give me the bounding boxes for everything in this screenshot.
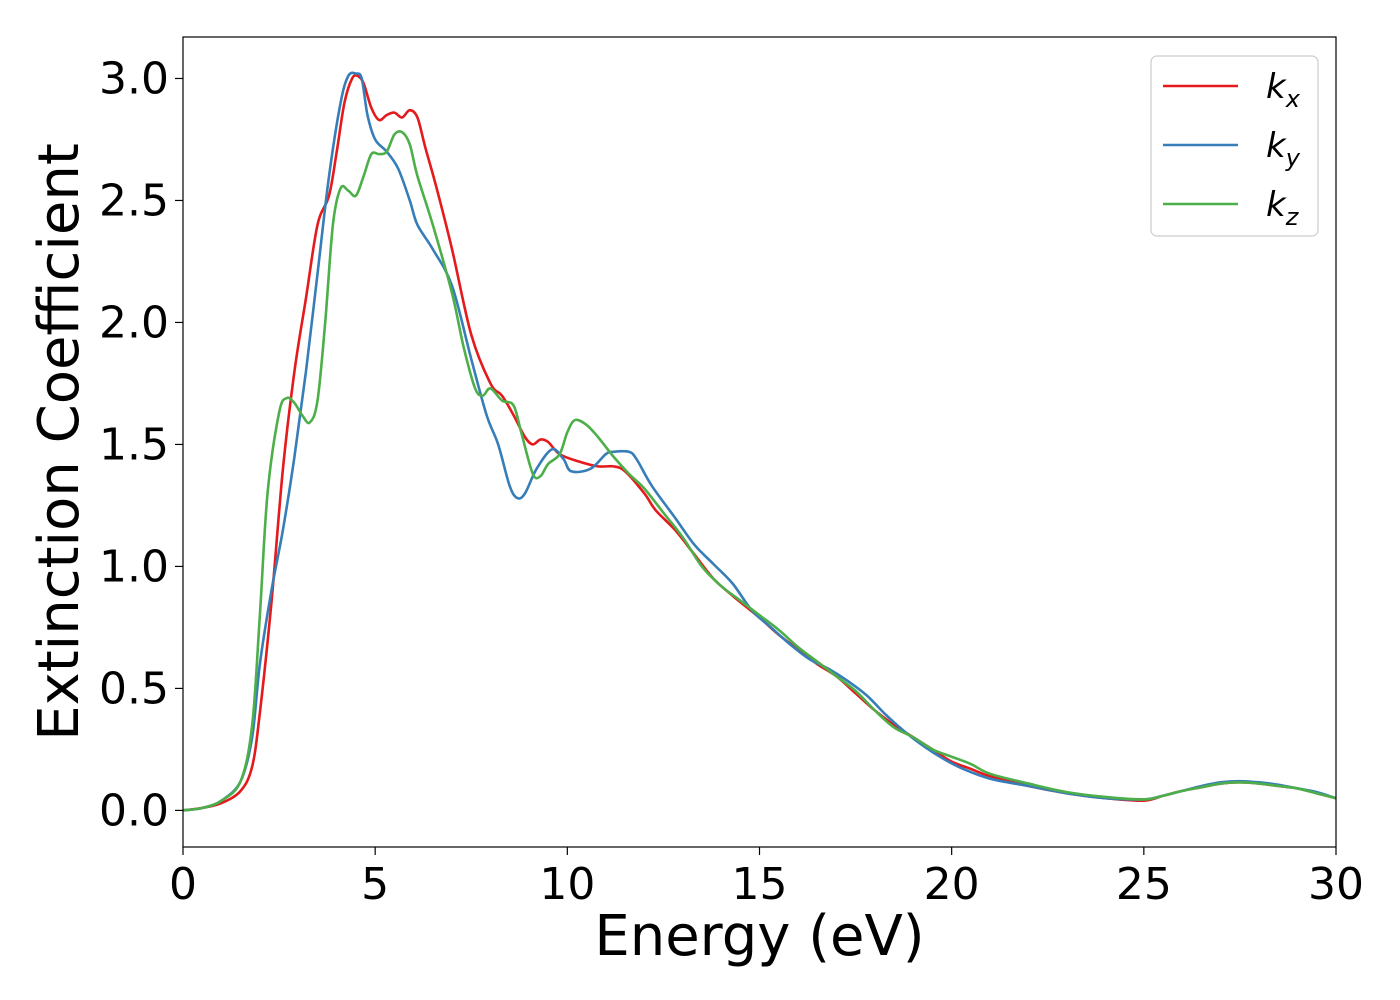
y-tick-label: 0.5 xyxy=(99,663,169,714)
x-axis-label: Energy (eV) xyxy=(594,904,924,969)
legend-label: kz xyxy=(1266,185,1300,231)
x-tick-label: 20 xyxy=(924,859,980,910)
y-tick-label: 2.5 xyxy=(99,175,169,226)
x-tick-label: 5 xyxy=(361,859,389,910)
x-axis: 0 5 10 15 20 25 30 xyxy=(169,847,1364,910)
x-tick-label: 10 xyxy=(539,859,595,910)
y-axis-label: Extinction Coefficient xyxy=(27,143,92,741)
legend-label: ky xyxy=(1266,126,1301,172)
y-tick-label: 3.0 xyxy=(99,53,169,104)
x-tick-label: 25 xyxy=(1116,859,1172,910)
series-line-kz xyxy=(183,130,1336,812)
x-tick-label: 30 xyxy=(1308,859,1364,910)
y-axis: 0.0 0.5 1.0 1.5 2.0 2.5 3.0 xyxy=(99,53,183,836)
legend: kx ky kz xyxy=(1150,55,1319,237)
legend-label: kx xyxy=(1266,67,1301,113)
x-tick-label: 0 xyxy=(169,859,197,910)
y-tick-label: 2.0 xyxy=(99,297,169,348)
y-tick-label: 1.5 xyxy=(99,419,169,470)
legend-item-ky: ky xyxy=(1163,126,1301,172)
legend-item-kz: kz xyxy=(1163,185,1300,231)
y-tick-label: 1.0 xyxy=(99,541,169,592)
x-tick-label: 15 xyxy=(732,859,788,910)
plot-area xyxy=(183,71,1336,812)
legend-item-kx: kx xyxy=(1163,67,1301,113)
y-tick-label: 0.0 xyxy=(99,785,169,836)
